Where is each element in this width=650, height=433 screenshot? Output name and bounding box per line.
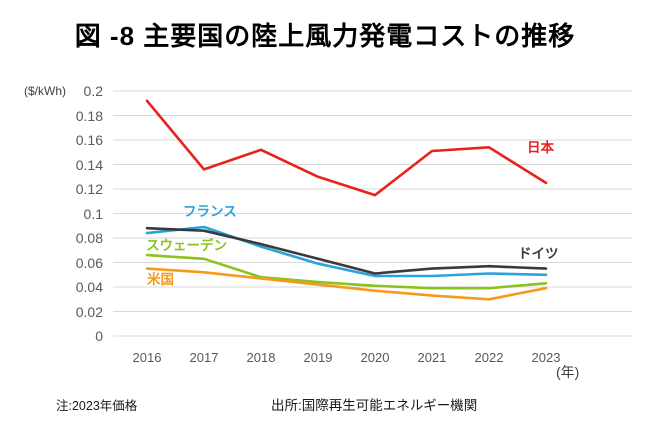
series-label-3: スウェーデン: [146, 238, 227, 253]
x-tick-label: 2016: [132, 350, 162, 365]
x-tick-label: 2023: [531, 350, 561, 365]
source-text: 出所:国際再生可能エネルギー機関: [271, 398, 478, 413]
x-tick-label: 2022: [474, 350, 504, 365]
x-tick-label: 2018: [246, 350, 276, 365]
x-tick-label: 2020: [360, 350, 390, 365]
y-tick-label: 0.08: [75, 230, 103, 246]
series-line-4: [145, 267, 548, 301]
series-label-2: フランス: [183, 204, 237, 219]
x-tick-label: 2021: [417, 350, 447, 365]
series-label-4: 米国: [147, 272, 174, 287]
y-tick-label: 0.14: [75, 156, 103, 173]
y-tick-label: 0.1: [83, 205, 103, 222]
y-tick-label: 0: [95, 328, 103, 344]
y-axis-unit-label: ($/kWh): [24, 84, 66, 98]
y-tick-label: 0.18: [75, 107, 103, 124]
chart-title: 図 -8 主要国の陸上風力発電コストの推移: [74, 21, 576, 51]
series-line-1: [145, 226, 548, 275]
series-line-3: [145, 253, 548, 290]
x-tick-label: 2019: [303, 350, 333, 365]
y-tick-label: 0.12: [75, 181, 103, 197]
y-tick-label: 0.16: [75, 132, 103, 148]
series-line-2: [145, 225, 548, 278]
x-axis-unit-label: (年): [556, 364, 580, 380]
note-text: 注:2023年価格: [56, 399, 138, 413]
series-line-0: [145, 99, 548, 197]
y-tick-label: 0.2: [83, 83, 103, 99]
series-label-0: 日本: [527, 140, 554, 155]
y-tick-label: 0.04: [75, 279, 103, 295]
y-tick-label: 0.02: [75, 303, 103, 320]
y-tick-label: 0.06: [75, 254, 103, 271]
x-tick-label: 2017: [189, 350, 219, 365]
series-label-1: ドイツ: [518, 246, 559, 261]
